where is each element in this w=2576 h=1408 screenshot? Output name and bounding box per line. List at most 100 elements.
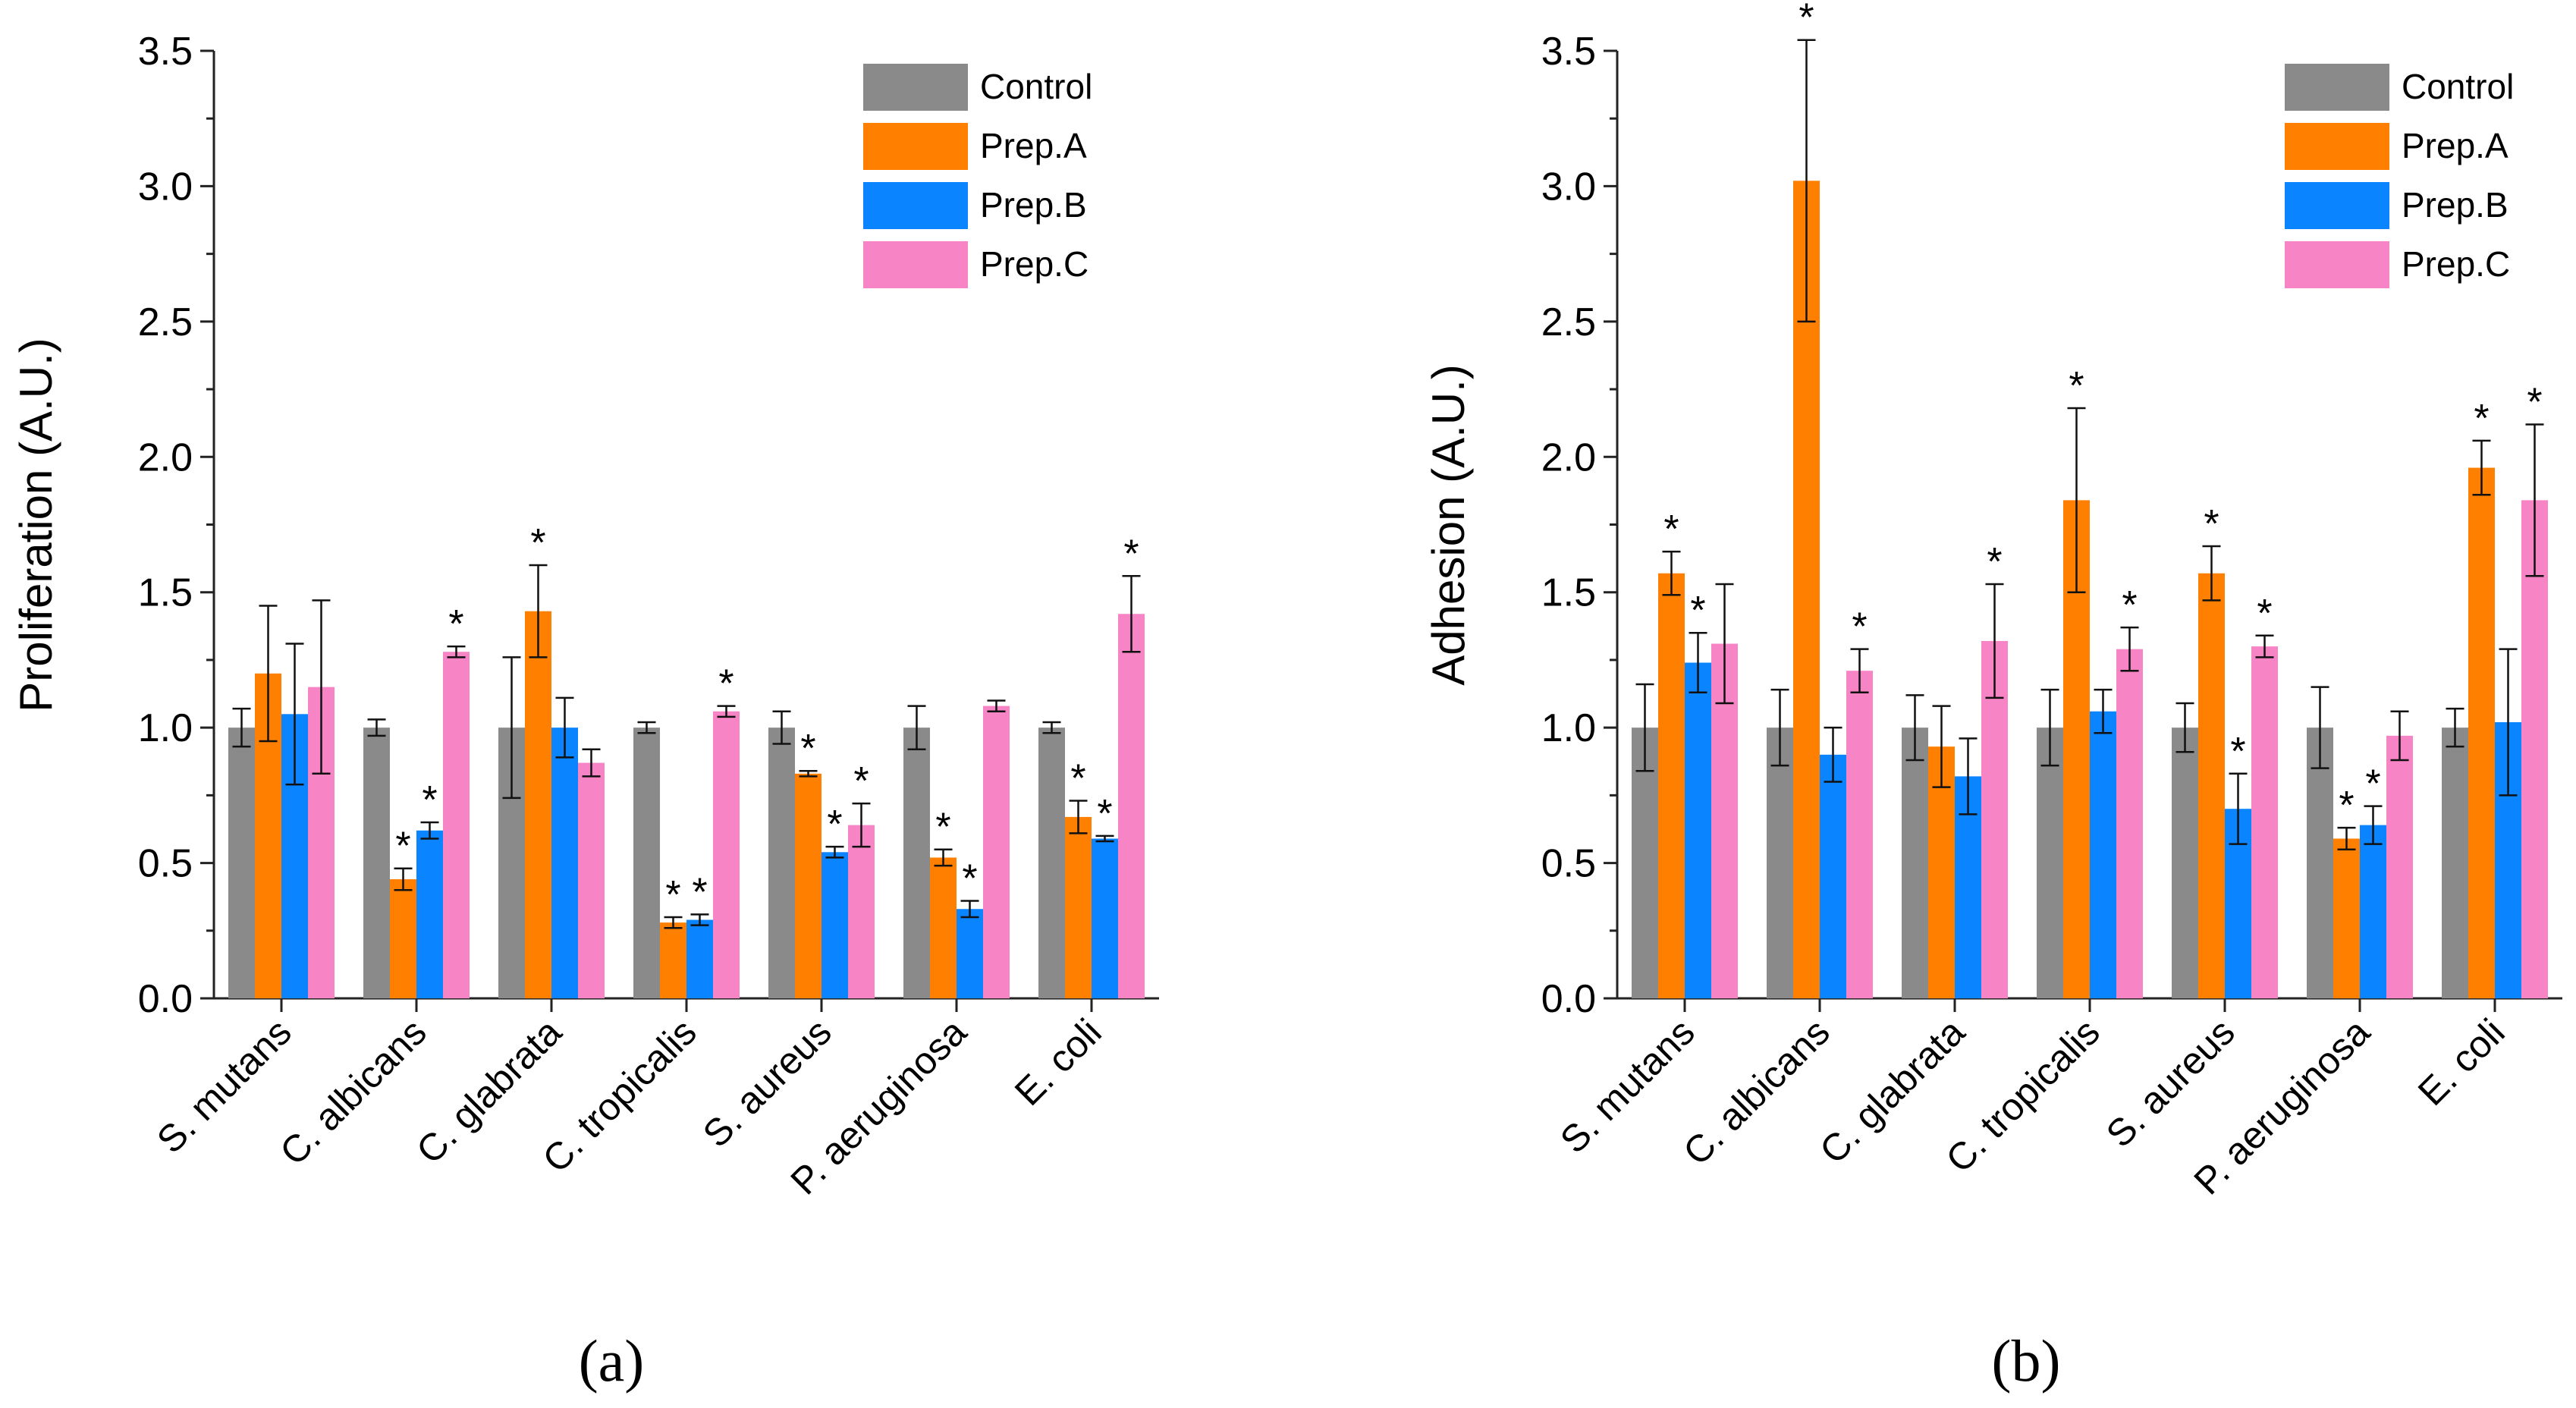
legend-label: Prep.B bbox=[2402, 185, 2508, 225]
bar bbox=[1767, 728, 1793, 998]
significance-marker: * bbox=[422, 778, 437, 822]
y-tick-label: 3.0 bbox=[138, 165, 193, 209]
bar bbox=[930, 857, 957, 998]
significance-marker: * bbox=[1097, 792, 1112, 836]
y-tick-label: 0.5 bbox=[138, 842, 193, 886]
y-tick-label: 0.0 bbox=[1541, 977, 1596, 1021]
y-tick-label: 2.5 bbox=[138, 300, 193, 344]
significance-marker: * bbox=[1123, 532, 1139, 576]
bar bbox=[416, 830, 443, 998]
bar bbox=[1658, 573, 1685, 998]
y-tick-label: 1.5 bbox=[138, 571, 193, 615]
y-tick-label: 1.0 bbox=[138, 706, 193, 750]
legend-swatch bbox=[863, 123, 968, 170]
bar bbox=[633, 728, 660, 998]
bar bbox=[363, 728, 390, 998]
legend-label: Control bbox=[2402, 67, 2514, 106]
bar bbox=[957, 909, 983, 998]
significance-marker: * bbox=[718, 662, 734, 706]
significance-marker: * bbox=[2527, 380, 2542, 424]
bar bbox=[551, 728, 578, 998]
y-tick-label: 3.0 bbox=[1541, 165, 1596, 209]
significance-marker: * bbox=[2474, 397, 2489, 441]
bar bbox=[1065, 816, 1092, 998]
bar bbox=[2333, 838, 2360, 998]
significance-marker: * bbox=[853, 759, 869, 803]
bar bbox=[713, 711, 740, 998]
significance-marker: * bbox=[448, 602, 463, 646]
bar bbox=[768, 728, 795, 998]
bar bbox=[1820, 754, 1846, 998]
y-tick-label: 0.5 bbox=[1541, 842, 1596, 886]
bar bbox=[2360, 825, 2386, 998]
bar bbox=[228, 728, 255, 998]
significance-marker: * bbox=[2230, 730, 2245, 774]
y-tick-label: 3.5 bbox=[1541, 30, 1596, 74]
significance-marker: * bbox=[692, 870, 707, 914]
significance-marker: * bbox=[800, 727, 815, 771]
bar bbox=[2307, 728, 2333, 998]
y-tick-label: 1.5 bbox=[1541, 571, 1596, 615]
bar bbox=[525, 611, 551, 998]
y-tick-label: 0.0 bbox=[138, 977, 193, 1021]
x-tick-label: S. aureus bbox=[695, 1010, 840, 1155]
bar bbox=[686, 919, 713, 998]
legend-swatch bbox=[2285, 123, 2389, 170]
legend-label: Prep.C bbox=[980, 244, 1089, 284]
legend-label: Control bbox=[980, 67, 1092, 106]
y-tick-label: 3.5 bbox=[138, 30, 193, 74]
bar bbox=[2116, 649, 2143, 998]
legend-label: Prep.B bbox=[980, 185, 1087, 225]
bar bbox=[903, 728, 930, 998]
legend-swatch bbox=[2285, 64, 2389, 111]
significance-marker: * bbox=[827, 803, 842, 847]
significance-marker: * bbox=[1070, 756, 1085, 800]
significance-marker: * bbox=[2122, 583, 2137, 627]
y-tick-label: 2.0 bbox=[138, 435, 193, 479]
bar bbox=[2251, 646, 2278, 998]
significance-marker: * bbox=[2339, 784, 2354, 828]
y-tick-label: 2.0 bbox=[1541, 435, 1596, 479]
y-tick-label: 1.0 bbox=[1541, 706, 1596, 750]
legend-swatch bbox=[2285, 182, 2389, 229]
bar bbox=[1981, 640, 2008, 998]
legend: Control Prep.A Prep.B Prep.C bbox=[863, 64, 1092, 288]
x-tick-label: E. coli bbox=[2410, 1010, 2513, 1114]
bar bbox=[1685, 662, 1711, 998]
legend-swatch bbox=[2285, 241, 2389, 288]
y-axis-title: Adhesion (A.U.) bbox=[1423, 364, 1474, 686]
legend-label: Prep.A bbox=[980, 126, 1087, 165]
significance-marker: * bbox=[530, 521, 545, 565]
bar bbox=[1038, 728, 1065, 998]
significance-marker: * bbox=[2069, 364, 2084, 408]
significance-marker: * bbox=[1798, 0, 1814, 40]
x-tick-label: E. coli bbox=[1007, 1010, 1110, 1114]
bar bbox=[1632, 728, 1658, 998]
y-axis-title: Proliferation (A.U.) bbox=[11, 338, 61, 712]
legend-swatch bbox=[863, 64, 968, 111]
chart-b: 0.0 0.5 1.0 1.5 2.0 2.5 3.0 3.5 Adhesion (A.U.) S… bbox=[1423, 0, 2562, 1394]
legend: Control Prep.A Prep.B Prep.C bbox=[2285, 64, 2514, 288]
significance-marker: * bbox=[935, 806, 950, 850]
panel-label: (b) bbox=[1992, 1328, 2061, 1394]
legend-label: Prep.C bbox=[2402, 244, 2510, 284]
significance-marker: * bbox=[1852, 605, 1867, 649]
bar bbox=[2442, 728, 2468, 998]
significance-marker: * bbox=[1663, 508, 1679, 552]
bar bbox=[2468, 467, 2495, 998]
panel-label: (a) bbox=[579, 1328, 645, 1394]
y-tick-label: 2.5 bbox=[1541, 300, 1596, 344]
bar bbox=[2386, 735, 2413, 998]
bar bbox=[1118, 614, 1145, 998]
significance-marker: * bbox=[395, 825, 410, 869]
bar bbox=[2198, 573, 2225, 998]
bar bbox=[2090, 711, 2116, 998]
x-tick-label: C. albicans bbox=[272, 1010, 434, 1173]
bar bbox=[390, 878, 416, 998]
bar bbox=[848, 825, 875, 998]
bar bbox=[1928, 746, 1955, 998]
significance-marker: * bbox=[1690, 589, 1705, 633]
bar bbox=[2172, 728, 2198, 998]
bar bbox=[1902, 728, 1928, 998]
